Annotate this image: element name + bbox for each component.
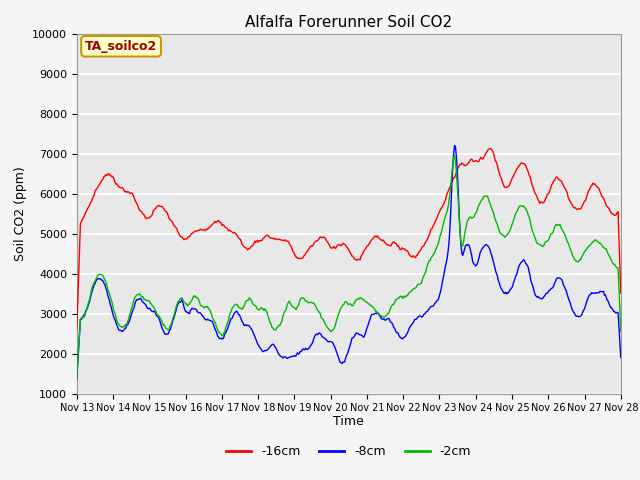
Legend: -16cm, -8cm, -2cm: -16cm, -8cm, -2cm [221, 440, 476, 463]
Title: Alfalfa Forerunner Soil CO2: Alfalfa Forerunner Soil CO2 [245, 15, 452, 30]
X-axis label: Time: Time [333, 415, 364, 428]
Y-axis label: Soil CO2 (ppm): Soil CO2 (ppm) [13, 166, 26, 261]
Text: TA_soilco2: TA_soilco2 [85, 40, 157, 53]
